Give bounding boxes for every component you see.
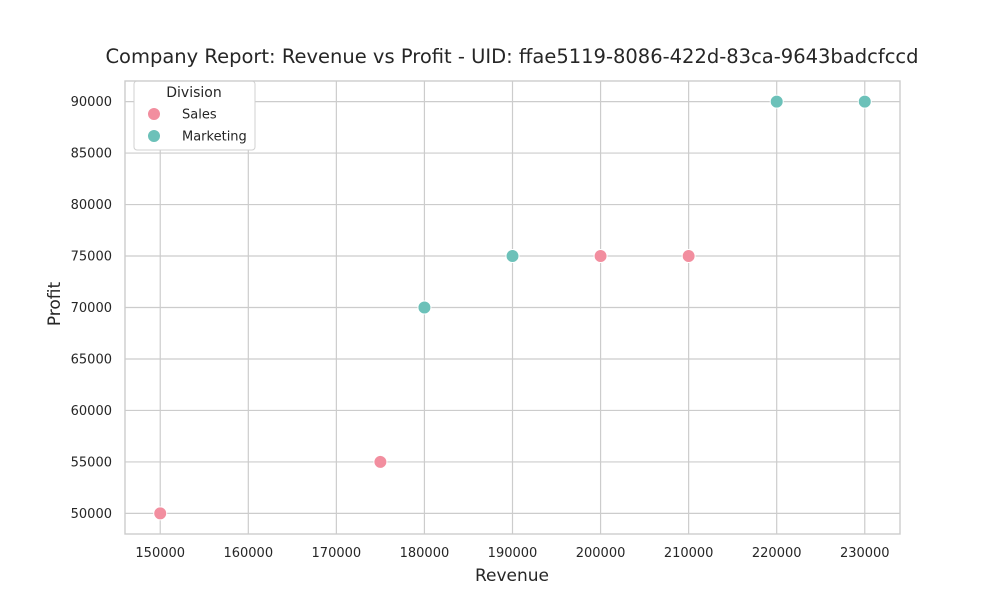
y-tick-label: 70000 bbox=[71, 301, 112, 316]
x-axis-label: Revenue bbox=[475, 566, 549, 586]
y-tick-label: 55000 bbox=[71, 455, 112, 470]
legend-label-sales: Sales bbox=[182, 108, 217, 123]
x-tick-label: 190000 bbox=[488, 546, 538, 561]
x-tick-label: 200000 bbox=[576, 546, 626, 561]
y-tick-label: 90000 bbox=[71, 95, 112, 110]
y-tick-label: 85000 bbox=[71, 147, 112, 162]
y-tick-label: 75000 bbox=[71, 250, 112, 265]
marketing-point bbox=[417, 300, 432, 315]
plot-frame bbox=[124, 80, 901, 535]
x-tick-label: 170000 bbox=[312, 546, 362, 561]
legend: Division Sales Marketing bbox=[133, 80, 256, 151]
y-tick-label: 65000 bbox=[71, 352, 112, 367]
ticks-layer: 150000 160000 170000 180000 190000 200000 2100… bbox=[71, 95, 890, 561]
y-tick-label: 80000 bbox=[71, 198, 112, 213]
x-tick-label: 180000 bbox=[400, 546, 450, 561]
legend-marker-sales bbox=[147, 107, 161, 121]
sales-point bbox=[153, 506, 168, 521]
sales-point bbox=[373, 454, 388, 469]
sales-point bbox=[681, 249, 696, 264]
marketing-point bbox=[857, 94, 872, 109]
y-tick-label: 50000 bbox=[71, 507, 112, 522]
chart-title: Company Report: Revenue vs Profit - UID:… bbox=[105, 45, 918, 68]
x-tick-label: 160000 bbox=[223, 546, 273, 561]
y-tick-label: 60000 bbox=[71, 404, 112, 419]
points-layer bbox=[153, 94, 872, 521]
x-tick-label: 220000 bbox=[752, 546, 802, 561]
sales-point bbox=[593, 249, 608, 264]
marketing-point bbox=[769, 94, 784, 109]
x-tick-label: 150000 bbox=[135, 546, 185, 561]
legend-label-marketing: Marketing bbox=[182, 130, 247, 145]
legend-title: Division bbox=[166, 85, 221, 101]
x-tick-label: 210000 bbox=[664, 546, 714, 561]
grid-layer bbox=[125, 81, 900, 534]
marketing-point bbox=[505, 249, 520, 264]
y-axis-label: Profit bbox=[45, 281, 65, 326]
legend-items: Sales Marketing bbox=[147, 107, 247, 145]
legend-marker-marketing bbox=[147, 129, 161, 143]
x-tick-label: 230000 bbox=[840, 546, 890, 561]
